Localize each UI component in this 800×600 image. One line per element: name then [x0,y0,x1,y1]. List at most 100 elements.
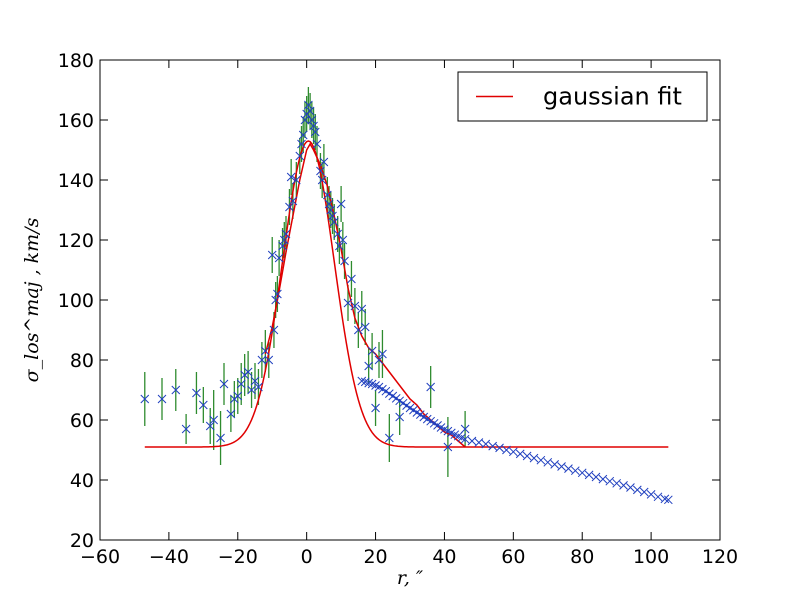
data-point [310,127,320,137]
data-point [584,470,594,480]
data-point [269,325,279,335]
data-point [329,217,339,227]
data-point [209,415,219,425]
data-point [326,205,336,215]
data-point [426,382,436,392]
data-point [598,474,608,484]
data-point [192,388,201,398]
data-point [591,472,601,482]
data-point [316,166,325,176]
data-point [257,355,267,365]
data-point [278,241,287,251]
gaussian-fit-line [144,140,669,448]
data-point [309,121,318,131]
y-tick-label: 100 [58,290,94,312]
data-point [140,394,150,404]
data-point [254,382,263,392]
data-point [236,379,246,389]
data-point [543,457,553,467]
data-point [353,325,363,335]
data-point [626,483,635,492]
data-point [364,378,374,388]
data-point [474,438,484,447]
data-point [384,433,394,443]
y-tick-label: 60 [70,410,94,432]
data-point [367,346,377,356]
y-tick-label: 160 [58,110,94,132]
data-point [260,346,270,356]
data-point [347,274,356,284]
data-point [205,421,215,431]
data-point [226,409,236,419]
x-tick-label: 60 [501,546,525,568]
data-point [279,235,289,245]
data-point [495,443,504,453]
data-point [312,139,322,149]
data-point [460,434,470,444]
data-point [285,202,294,212]
plot-area [140,87,673,505]
data-point [338,235,348,245]
data-point [181,424,191,434]
data-point [291,175,301,185]
data-point [157,394,167,404]
data-point [171,385,181,395]
data-point [646,490,656,499]
data-point [515,449,525,459]
data-point [639,487,649,497]
data-point [219,379,229,389]
data-point [343,298,353,308]
data-point [300,115,310,125]
fit-line-2 [264,142,466,448]
y-tick-label: 180 [58,50,94,72]
data-point [307,115,317,125]
data-point [460,424,470,434]
x-axis-label: r, ″ [397,567,423,589]
data-point [371,403,380,413]
data-point [467,436,477,446]
data-point [570,466,580,476]
data-point [264,355,274,365]
data-point [653,492,663,502]
x-tick-label: 20 [363,546,387,568]
data-point [304,100,313,110]
data-point [632,485,642,495]
x-tick-label: 80 [570,546,594,568]
data-point [529,453,539,463]
data-point [335,241,344,251]
data-point [247,385,256,395]
data-point [357,304,367,314]
data-point [536,455,546,465]
x-tick-label: 120 [702,546,738,568]
y-tick-label: 20 [70,530,94,552]
data-point [324,199,334,209]
x-tick-label: −60 [80,546,120,568]
data-point [328,211,337,221]
data-point [298,130,308,140]
data-point [281,229,291,239]
y-tick-label: 40 [70,470,94,492]
data-point [378,349,387,359]
data-point [557,462,566,471]
data-point [319,157,329,167]
y-tick-label: 80 [70,350,94,372]
data-point [488,441,498,451]
x-tick-label: 0 [301,546,313,568]
data-point [612,478,622,488]
y-tick-label: 120 [58,230,94,252]
data-point [271,295,281,305]
data-point [360,322,370,332]
data-point [295,151,305,161]
data-point [243,367,253,377]
y-tick-label: 140 [58,170,94,192]
data-point [274,253,284,263]
data-point [550,460,560,469]
data-point [340,256,349,266]
data-point [267,250,277,260]
data-point [198,400,208,410]
data-point [508,447,518,457]
data-point [233,391,243,401]
data-point [605,476,615,486]
data-point [322,190,332,200]
